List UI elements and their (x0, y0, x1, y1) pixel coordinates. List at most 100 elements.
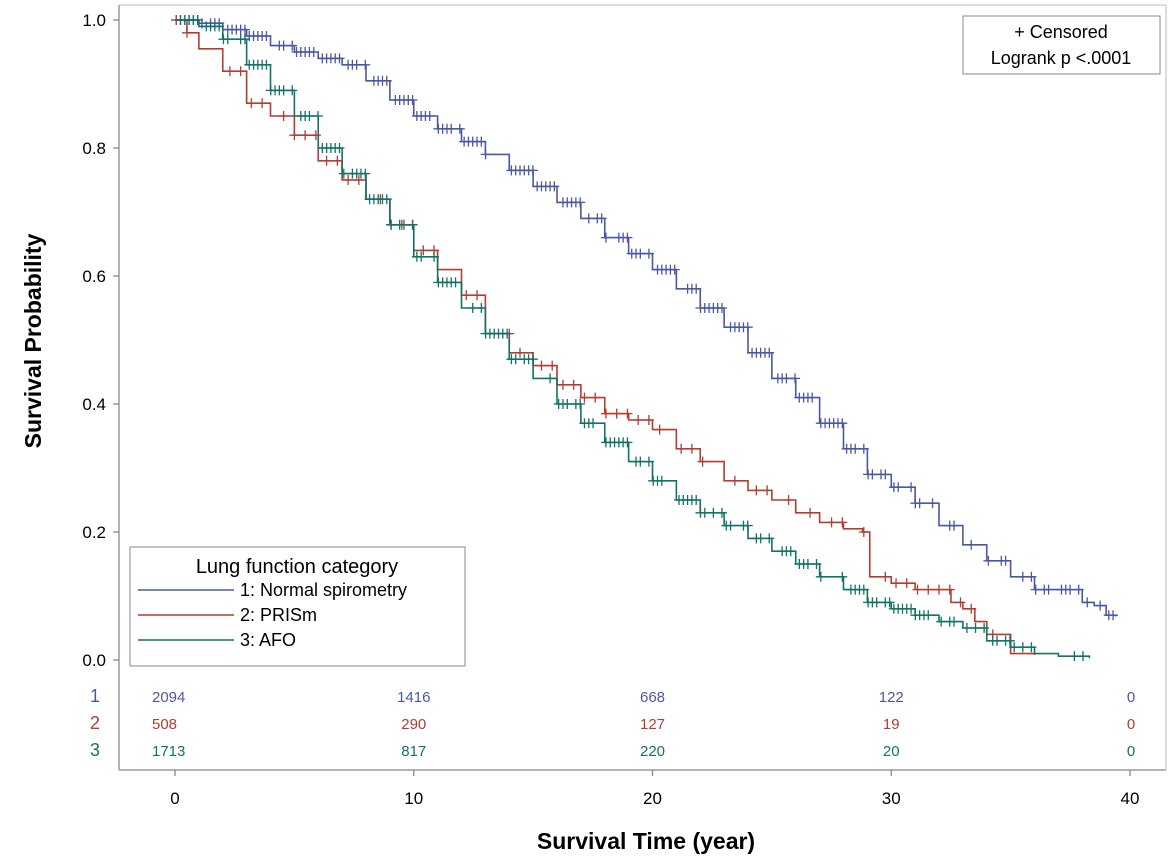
censor-mark (1017, 642, 1028, 653)
censor-mark (923, 584, 934, 595)
censor-mark (536, 360, 547, 371)
censor-mark (583, 213, 594, 224)
censor-mark (480, 149, 491, 160)
censor-mark (332, 155, 343, 166)
risk-row-id: 1 (90, 686, 100, 706)
censor-mark (181, 27, 192, 38)
risk-count: 508 (152, 716, 177, 733)
censor-mark (858, 584, 869, 595)
censor-mark (944, 584, 955, 595)
censor-mark (338, 168, 349, 179)
inset-censored-text: + Censored (1014, 22, 1108, 42)
x-tick-label: 20 (643, 789, 662, 808)
censor-mark (239, 24, 250, 35)
censor-mark (934, 584, 944, 595)
censor-mark (966, 603, 977, 614)
risk-count: 19 (883, 716, 900, 733)
censor-mark (1077, 651, 1088, 662)
risk-count: 817 (401, 743, 426, 760)
censor-mark (239, 34, 250, 45)
censor-mark (300, 130, 311, 141)
censor-marks-3 (175, 15, 1088, 662)
censor-mark (1009, 642, 1020, 653)
censor-mark (418, 245, 429, 256)
censor-mark (815, 571, 826, 582)
y-tick-label: 0.8 (82, 139, 106, 158)
censor-mark (1026, 642, 1037, 653)
censor-mark (992, 635, 1003, 646)
risk-count: 122 (879, 689, 904, 706)
censor-mark (407, 219, 418, 230)
censor-mark (891, 578, 902, 589)
censor-mark (880, 469, 891, 480)
censor-mark (600, 408, 611, 419)
censor-mark (691, 495, 702, 505)
censor-mark (850, 443, 861, 454)
censor-mark (547, 360, 558, 371)
censor-mark (590, 392, 601, 403)
risk-count: 220 (640, 743, 665, 760)
y-axis-title: Survival Probability (20, 233, 46, 448)
censor-mark (278, 40, 289, 51)
censor-mark (568, 379, 579, 390)
risk-count: 668 (640, 689, 665, 706)
censor-mark (308, 47, 319, 57)
censor-mark (790, 373, 801, 384)
censor-mark (949, 616, 960, 627)
censor-mark (476, 303, 487, 313)
y-tick-label: 0.0 (82, 651, 106, 670)
legend-label-2: 2: PRISm (240, 605, 317, 625)
censor-mark (278, 111, 289, 121)
censor-mark (334, 143, 345, 153)
legend-label-3: 3: AFO (240, 630, 296, 650)
censor-mark (549, 181, 560, 192)
y-tick-label: 0.2 (82, 523, 106, 542)
censor-mark (343, 175, 354, 185)
x-axis-ticks: 0 10 20 30 40 (170, 770, 1139, 808)
censor-mark (656, 475, 667, 486)
censor-mark (1004, 635, 1015, 646)
x-tick-label: 30 (882, 789, 901, 808)
risk-count: 0 (1127, 743, 1135, 760)
censor-mark (575, 197, 586, 208)
censor-mark (287, 85, 298, 96)
censor-mark (826, 517, 837, 528)
censor-mark (781, 373, 792, 384)
censor-mark (222, 34, 233, 45)
censor-mark (588, 418, 599, 429)
x-tick-label: 10 (404, 789, 423, 808)
censor-mark (360, 59, 371, 70)
censor-mark (654, 424, 665, 435)
censor-mark (1073, 584, 1084, 595)
censor-mark (545, 373, 556, 384)
y-axis-ticks: 0.0 0.2 0.4 0.6 0.8 1.0 (82, 11, 119, 670)
censor-mark (446, 123, 457, 134)
censor-mark (676, 443, 687, 454)
censor-mark (858, 443, 869, 454)
censor-mark (562, 399, 573, 409)
censor-mark (472, 290, 483, 301)
censor-mark (257, 98, 268, 109)
x-axis-title: Survival Time (year) (537, 828, 755, 854)
censor-mark (214, 21, 225, 32)
censor-mark (936, 616, 947, 627)
y-tick-label: 0.4 (82, 395, 106, 414)
censor-mark (966, 539, 977, 550)
censor-mark (983, 555, 994, 566)
censor-mark (906, 482, 917, 493)
censor-mark (884, 597, 895, 608)
censor-mark (381, 75, 392, 86)
survival-curve-1 (175, 19, 1117, 617)
legend: Lung function category 1: Normal spirome… (129, 546, 466, 667)
censor-mark (360, 168, 371, 179)
censor-mark (527, 165, 538, 176)
risk-count: 1713 (152, 743, 185, 760)
inset-logrank-text: Logrank p <.0001 (991, 48, 1132, 68)
censor-mark (871, 597, 882, 608)
censor-mark (708, 507, 719, 518)
censor-mark (979, 623, 990, 633)
censor-mark (837, 571, 848, 582)
censor-mark (725, 520, 736, 531)
censor-marks-1 (171, 15, 1119, 621)
